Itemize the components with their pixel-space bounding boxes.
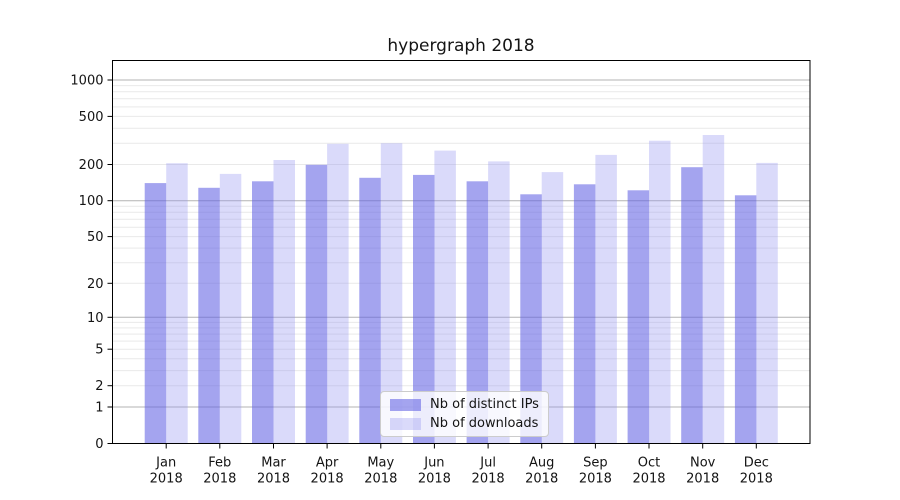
x-tick-label-year: 2018: [472, 472, 505, 487]
bar-distinct-ips: [305, 164, 328, 444]
x-tick-label-month: Oct: [638, 456, 660, 471]
bar-downloads: [649, 140, 671, 444]
bar-distinct-ips: [413, 174, 435, 444]
bar-distinct-ips: [198, 187, 220, 444]
x-tick-label-year: 2018: [525, 472, 558, 487]
x-tick-label-year: 2018: [632, 472, 665, 487]
bar-distinct-ips: [681, 167, 703, 444]
y-tick-label: 2: [95, 379, 103, 394]
bar-downloads: [434, 150, 456, 444]
x-tick-label-year: 2018: [740, 472, 773, 487]
axis-frame: [112, 60, 811, 444]
bar-downloads: [702, 135, 725, 444]
x-tick-label-year: 2018: [364, 472, 397, 487]
legend-label-downloads: Nb of downloads: [430, 416, 539, 431]
x-tick-label-year: 2018: [311, 472, 344, 487]
chart-title: hypergraph 2018: [387, 36, 535, 56]
x-tick-label-month: Mar: [261, 456, 286, 471]
x-tick-label-year: 2018: [579, 472, 612, 487]
bar-distinct-ips: [627, 190, 650, 444]
bar-downloads: [327, 143, 349, 444]
x-tick-label-month: Nov: [690, 456, 716, 471]
x-tick-label-year: 2018: [150, 472, 183, 487]
bar-distinct-ips: [573, 184, 596, 444]
x-tick-label-month: Jun: [423, 456, 444, 471]
x-tick-label-month: Apr: [316, 456, 339, 471]
y-tick-label: 0: [95, 437, 103, 452]
y-tick-label: 1000: [70, 74, 103, 89]
y-tick-label: 5: [95, 343, 103, 358]
legend-item-distinct-ips: Nb of distinct IPs: [390, 397, 539, 412]
x-tick-label-month: May: [367, 456, 394, 471]
legend-item-downloads: Nb of downloads: [390, 416, 539, 431]
x-tick-label-year: 2018: [257, 472, 290, 487]
bar-downloads: [595, 154, 617, 444]
bar-downloads: [756, 162, 778, 444]
x-tick-label-month: Dec: [744, 456, 769, 471]
x-tick-label-month: Sep: [583, 456, 608, 471]
legend-swatch-downloads: [390, 417, 421, 430]
legend-swatch-distinct-ips: [390, 398, 421, 411]
legend-label-distinct-ips: Nb of distinct IPs: [430, 397, 539, 412]
x-tick-label-year: 2018: [203, 472, 236, 487]
x-tick-label-year: 2018: [418, 472, 451, 487]
bar-downloads: [166, 163, 188, 444]
bar-downloads: [273, 160, 295, 444]
x-tick-label-month: Aug: [529, 456, 554, 471]
bar-distinct-ips: [144, 183, 167, 444]
y-tick-label: 10: [87, 311, 104, 326]
bar-distinct-ips: [520, 194, 542, 444]
y-tick-label: 500: [79, 110, 104, 125]
y-tick-label: 1: [95, 401, 103, 416]
x-tick-label-month: Feb: [208, 456, 231, 471]
y-tick-label: 100: [79, 194, 104, 209]
bar-downloads: [541, 172, 564, 444]
bar-downloads: [380, 143, 403, 444]
x-tick-label-month: Jan: [155, 456, 176, 471]
bar-downloads: [488, 161, 510, 444]
y-tick-label: 200: [79, 158, 104, 173]
bar-distinct-ips: [359, 177, 381, 444]
bar-downloads: [219, 173, 242, 444]
bar-distinct-ips: [734, 195, 757, 444]
x-tick-label-month: Jul: [479, 456, 496, 471]
bar-distinct-ips: [466, 181, 489, 444]
y-tick-label: 50: [87, 230, 104, 245]
y-tick-label: 20: [87, 277, 104, 292]
legend: Nb of distinct IPs Nb of downloads: [380, 391, 549, 437]
bar-distinct-ips: [252, 181, 274, 444]
x-tick-label-year: 2018: [686, 472, 719, 487]
